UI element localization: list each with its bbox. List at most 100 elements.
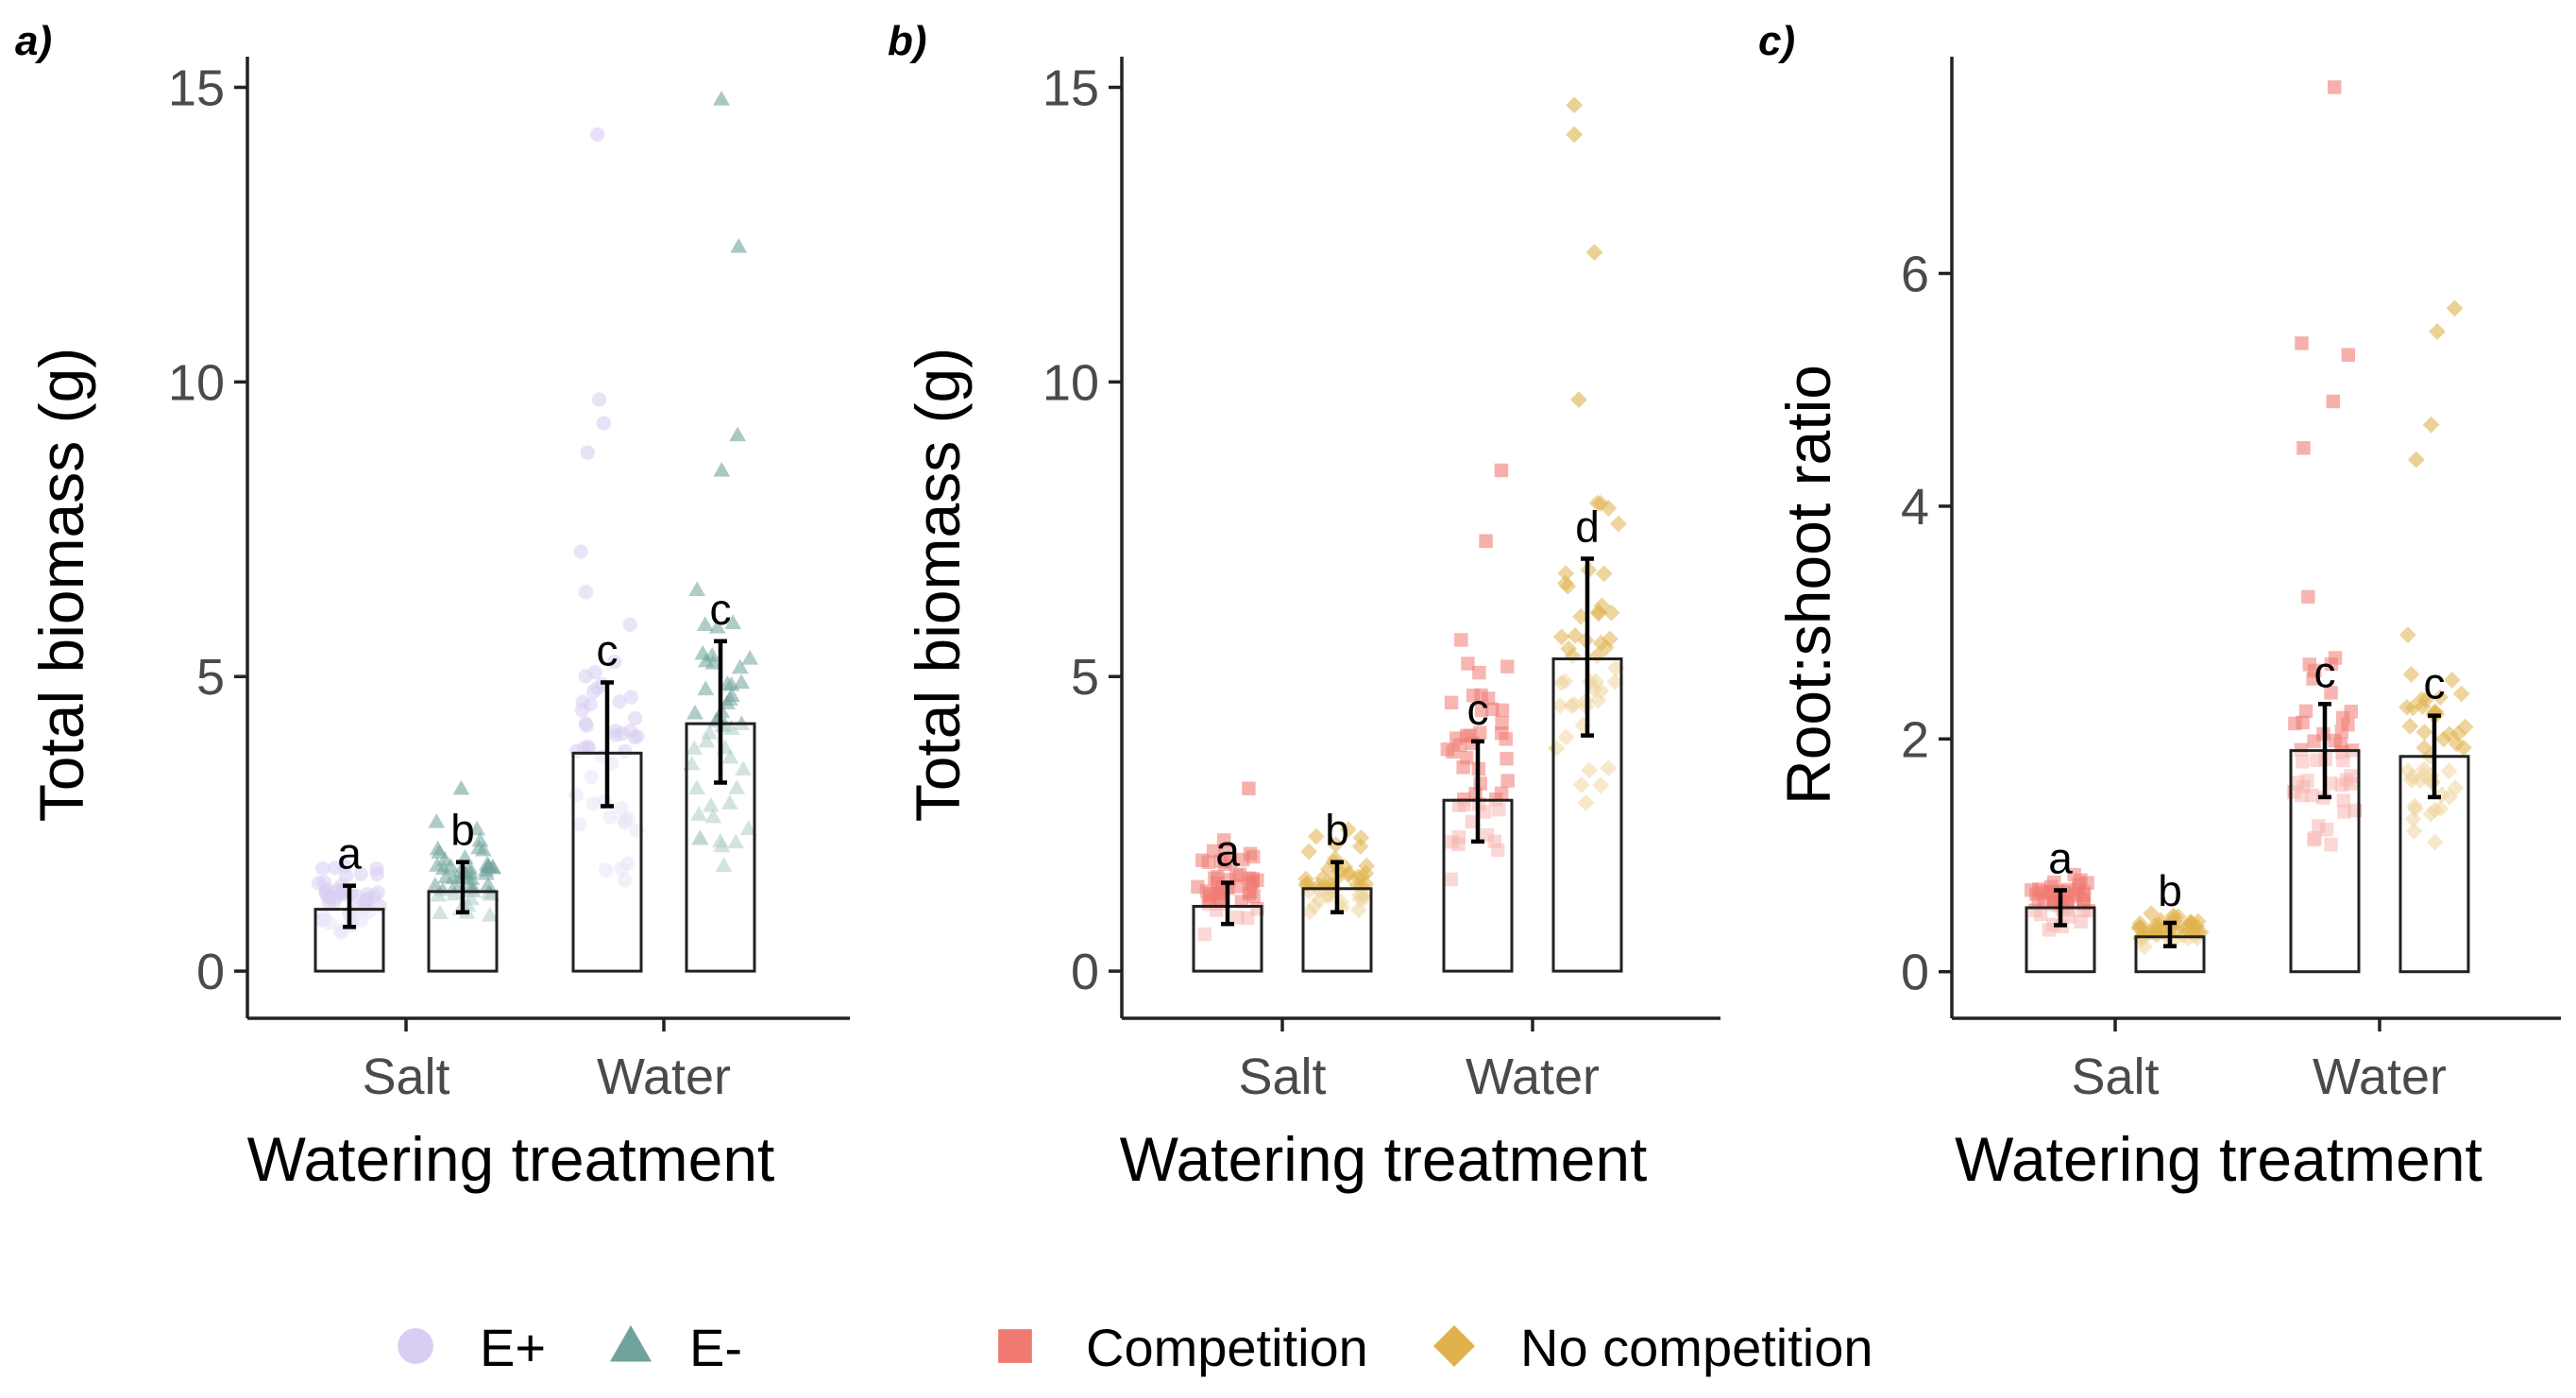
data-point bbox=[711, 832, 729, 848]
data-point bbox=[1495, 703, 1510, 718]
data-point bbox=[720, 690, 738, 707]
data-point bbox=[1577, 793, 1595, 811]
data-point bbox=[2061, 882, 2076, 897]
legend-label: E- bbox=[689, 1318, 742, 1377]
y-tick-label: 4 bbox=[1901, 479, 1929, 536]
data-point bbox=[1557, 565, 1575, 582]
data-point bbox=[1451, 837, 1466, 851]
data-point bbox=[614, 861, 629, 877]
data-point bbox=[2398, 698, 2415, 716]
x-tick-label: Salt bbox=[2071, 1048, 2159, 1105]
data-point bbox=[2150, 916, 2168, 933]
x-tick-label: Water bbox=[1466, 1048, 1600, 1105]
data-point bbox=[730, 237, 748, 253]
data-point bbox=[1566, 696, 1584, 713]
significance-letter: b bbox=[450, 806, 475, 855]
significance-letter: a bbox=[337, 829, 362, 878]
data-point bbox=[1465, 814, 1480, 829]
data-point bbox=[2159, 927, 2177, 944]
square-legend-marker bbox=[998, 1329, 1032, 1363]
data-point bbox=[481, 906, 499, 922]
data-point bbox=[1500, 659, 1515, 673]
data-point bbox=[2452, 685, 2470, 703]
data-point bbox=[1606, 673, 1624, 690]
significance-letter: b bbox=[2158, 866, 2182, 915]
significance-letter: c bbox=[2424, 659, 2446, 708]
legend-label: No competition bbox=[1520, 1318, 1873, 1377]
data-point bbox=[618, 743, 633, 759]
data-point bbox=[2140, 925, 2158, 943]
data-point bbox=[2312, 819, 2326, 833]
data-point bbox=[2336, 793, 2351, 808]
y-tick-label: 0 bbox=[1071, 944, 1099, 1000]
data-point bbox=[1570, 391, 1587, 408]
data-point bbox=[741, 649, 759, 665]
y-tick-label: 6 bbox=[1901, 246, 1929, 302]
data-point bbox=[713, 461, 731, 477]
data-point bbox=[1552, 674, 1570, 691]
data-point bbox=[697, 652, 715, 668]
data-point bbox=[696, 616, 714, 632]
data-point bbox=[708, 619, 726, 634]
legend-label: E+ bbox=[480, 1318, 546, 1377]
data-point bbox=[2398, 626, 2416, 644]
data-point bbox=[2296, 441, 2311, 455]
data-point bbox=[1199, 884, 1214, 898]
data-point bbox=[2136, 938, 2153, 956]
data-point bbox=[328, 861, 343, 876]
y-axis-title: Root:shoot ratio bbox=[1773, 365, 1843, 805]
data-point bbox=[724, 614, 742, 629]
data-point bbox=[686, 740, 703, 756]
points-water bbox=[2287, 80, 2362, 852]
data-point bbox=[1481, 691, 1496, 706]
data-point bbox=[1495, 716, 1509, 730]
circle-legend-marker bbox=[398, 1328, 433, 1364]
series-e-: ac bbox=[311, 127, 645, 973]
data-point bbox=[2189, 912, 2207, 930]
data-point bbox=[2046, 917, 2060, 932]
data-point bbox=[701, 724, 719, 740]
data-point bbox=[1352, 828, 1370, 846]
legend-label: Competition bbox=[1086, 1318, 1368, 1377]
data-point bbox=[479, 876, 497, 892]
data-point bbox=[1444, 872, 1459, 887]
data-point bbox=[484, 859, 502, 875]
data-point bbox=[592, 392, 607, 407]
data-point bbox=[353, 866, 368, 881]
panel-label: a) bbox=[15, 18, 52, 64]
significance-letter: c bbox=[710, 585, 732, 634]
data-point bbox=[447, 877, 464, 893]
series-competition: ac bbox=[2024, 80, 2362, 974]
data-point bbox=[690, 806, 707, 821]
data-point bbox=[1500, 774, 1515, 788]
data-point bbox=[2308, 830, 2322, 845]
data-point bbox=[2415, 760, 2433, 778]
data-point bbox=[1235, 852, 1250, 867]
data-point bbox=[739, 820, 757, 835]
data-point bbox=[688, 581, 706, 597]
data-point bbox=[1322, 881, 1339, 899]
diamond-legend-marker bbox=[1432, 1324, 1476, 1368]
data-point bbox=[590, 127, 605, 143]
data-point bbox=[1218, 843, 1232, 858]
data-point bbox=[1492, 802, 1506, 817]
data-point bbox=[612, 694, 627, 709]
data-point bbox=[1560, 639, 1578, 657]
y-tick-label: 10 bbox=[1042, 354, 1099, 411]
x-tick-label: Salt bbox=[1238, 1048, 1326, 1105]
data-point bbox=[2448, 735, 2466, 753]
data-point bbox=[2405, 823, 2423, 840]
legend-item-no-competition: No competition bbox=[1432, 1318, 1873, 1377]
data-point bbox=[2406, 797, 2424, 815]
data-point bbox=[2449, 725, 2467, 742]
data-point bbox=[2341, 348, 2356, 362]
data-point bbox=[2324, 837, 2338, 852]
data-point bbox=[1581, 761, 1599, 779]
data-point bbox=[429, 857, 447, 872]
y-tick-label: 0 bbox=[1901, 945, 1929, 1001]
data-point bbox=[1474, 703, 1489, 718]
data-point bbox=[1607, 659, 1624, 677]
data-point bbox=[1602, 604, 1620, 622]
data-point bbox=[1491, 843, 1505, 858]
